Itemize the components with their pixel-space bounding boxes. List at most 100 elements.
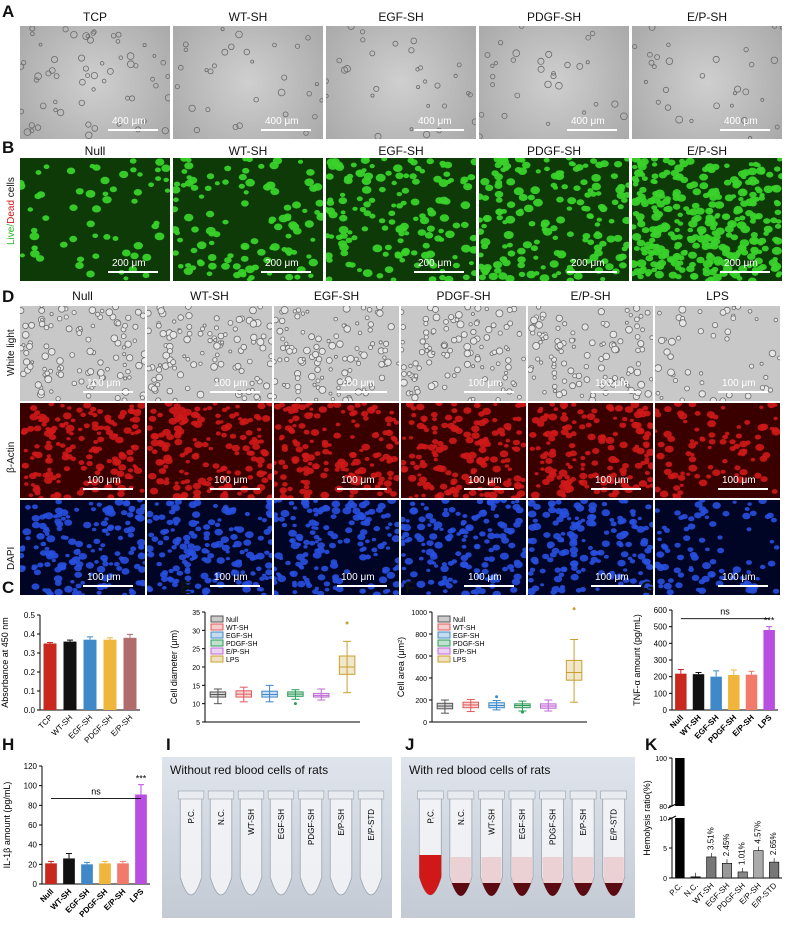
legend-swatch	[210, 655, 224, 663]
y-tick-label: 5	[663, 846, 667, 853]
tube	[359, 796, 383, 896]
white-light-image: 100 μm	[147, 306, 272, 401]
panel-j-title: With red blood cells of rats	[409, 763, 551, 777]
y-tick-label: 500	[654, 623, 668, 632]
panel-label-a: A	[2, 2, 15, 21]
tube-label: E/P-SH	[337, 809, 346, 836]
data-label: 3.51%	[706, 827, 715, 850]
tube-label: PDGF-SH	[549, 809, 558, 845]
tube-pellet	[512, 883, 532, 896]
column-title: E/P-SH	[686, 144, 727, 158]
scale-bar-label: 200 μm	[724, 258, 758, 269]
panel-label-f: F	[405, 578, 416, 597]
significance-stars: ***	[136, 774, 147, 784]
data-label: 1.01%	[738, 842, 747, 865]
tube-cap	[327, 790, 355, 800]
y-tick-label: 0.3	[24, 649, 36, 658]
legend-label: LPS	[226, 657, 240, 664]
bar	[117, 863, 129, 884]
scale-bar	[337, 391, 387, 393]
scale-bar	[464, 585, 514, 587]
tube	[329, 796, 353, 896]
y-tick-label: 100	[24, 782, 38, 791]
live-dead-image: 200 μm	[173, 158, 323, 281]
tube-supernatant	[573, 857, 594, 883]
y-tick-label: 15	[192, 683, 200, 690]
bar	[763, 630, 775, 710]
brightfield-image: 400 μm	[173, 26, 323, 139]
tube	[299, 796, 323, 896]
scale-bar-label: 400 μm	[418, 116, 452, 127]
panel-label-g: G	[641, 578, 655, 597]
row-label: β-Actin	[6, 441, 17, 473]
y-tick-label: 800	[415, 632, 427, 639]
y-axis-label: Cell area (μm²)	[396, 637, 406, 697]
column-title: Null	[72, 289, 93, 303]
tube	[209, 796, 233, 896]
column-title: Null	[84, 144, 106, 158]
scale-bar-label: 200 μm	[112, 258, 146, 269]
y-tick-label: 60	[28, 821, 37, 830]
scale-bar-label: 100 μm	[468, 378, 502, 389]
bar	[99, 863, 111, 884]
legend-label: Null	[226, 617, 239, 624]
bar	[45, 863, 57, 884]
scale-bar	[464, 488, 514, 490]
scale-bar-label: 100 μm	[468, 572, 502, 583]
scale-bar-label: 200 μm	[265, 258, 299, 269]
live-dead-image: 200 μm	[632, 158, 782, 281]
y-tick-label: 400	[415, 676, 427, 683]
tube-cap	[297, 790, 325, 800]
brightfield-image: 400 μm	[326, 26, 476, 139]
scale-bar-label: 100 μm	[341, 378, 375, 389]
bar	[135, 794, 147, 884]
panel-label-i: I	[166, 735, 171, 754]
outlier	[345, 621, 349, 625]
white-light-image: 100 μm	[274, 306, 399, 401]
panel-label-h: H	[2, 735, 15, 754]
tube-cap	[447, 790, 475, 800]
y-tick-label: 40	[28, 841, 37, 850]
actin-image: 100 μm	[274, 403, 399, 498]
tube-supernatant	[603, 857, 624, 883]
bar	[753, 850, 764, 879]
dapi-image: 100 μm	[401, 500, 526, 595]
brightfield-image: 400 μm	[20, 26, 170, 139]
scale-bar-label: 100 μm	[214, 572, 248, 583]
bar	[769, 861, 780, 879]
panel-j-tubes: P.C. N.C. WT-SH EGF-SH PDGF-SH E/P-SH E/P-STD	[416, 790, 628, 896]
y-tick-label: 0	[663, 876, 667, 883]
outlier	[572, 607, 576, 611]
white-light-image: 100 μm	[20, 306, 145, 401]
panel-j-photo: With red blood cells of rats P.C. N.C. WT-…	[401, 757, 635, 918]
column-title: WT-SH	[228, 10, 268, 24]
tube-cap	[357, 790, 385, 800]
scale-bar-label: 100 μm	[468, 475, 502, 486]
scale-bar-label: 100 μm	[595, 378, 629, 389]
column-title: EGF-SH	[378, 10, 424, 24]
panel-label-d: D	[2, 287, 15, 306]
tube-pellet	[543, 883, 562, 896]
bar	[43, 643, 57, 710]
scale-bar	[210, 488, 260, 490]
legend-label: E/P-SH	[226, 649, 249, 656]
scale-bar-label: 100 μm	[87, 572, 121, 583]
tube	[179, 796, 203, 896]
legend-swatch	[437, 623, 451, 631]
bar	[81, 864, 93, 884]
legend-label: PDGF-SH	[453, 641, 485, 648]
y-tick-label: 10	[659, 816, 667, 823]
dapi-image: 100 μm	[147, 500, 272, 595]
bar	[83, 639, 97, 710]
y-tick-label: 35	[192, 610, 200, 617]
y-tick-label: 120	[24, 762, 38, 771]
column-title: PDGF-SH	[527, 144, 581, 158]
y-tick-label: 20	[28, 860, 37, 869]
legend-label: E/P-SH	[453, 649, 476, 656]
panel-i-photo: Without red blood cells of rats P.C. N.C.…	[162, 757, 392, 918]
legend-swatch	[437, 615, 451, 623]
scale-bar	[83, 488, 133, 490]
bar	[737, 871, 748, 879]
column-title: E/P-SH	[686, 10, 727, 24]
scale-bar	[718, 391, 768, 393]
